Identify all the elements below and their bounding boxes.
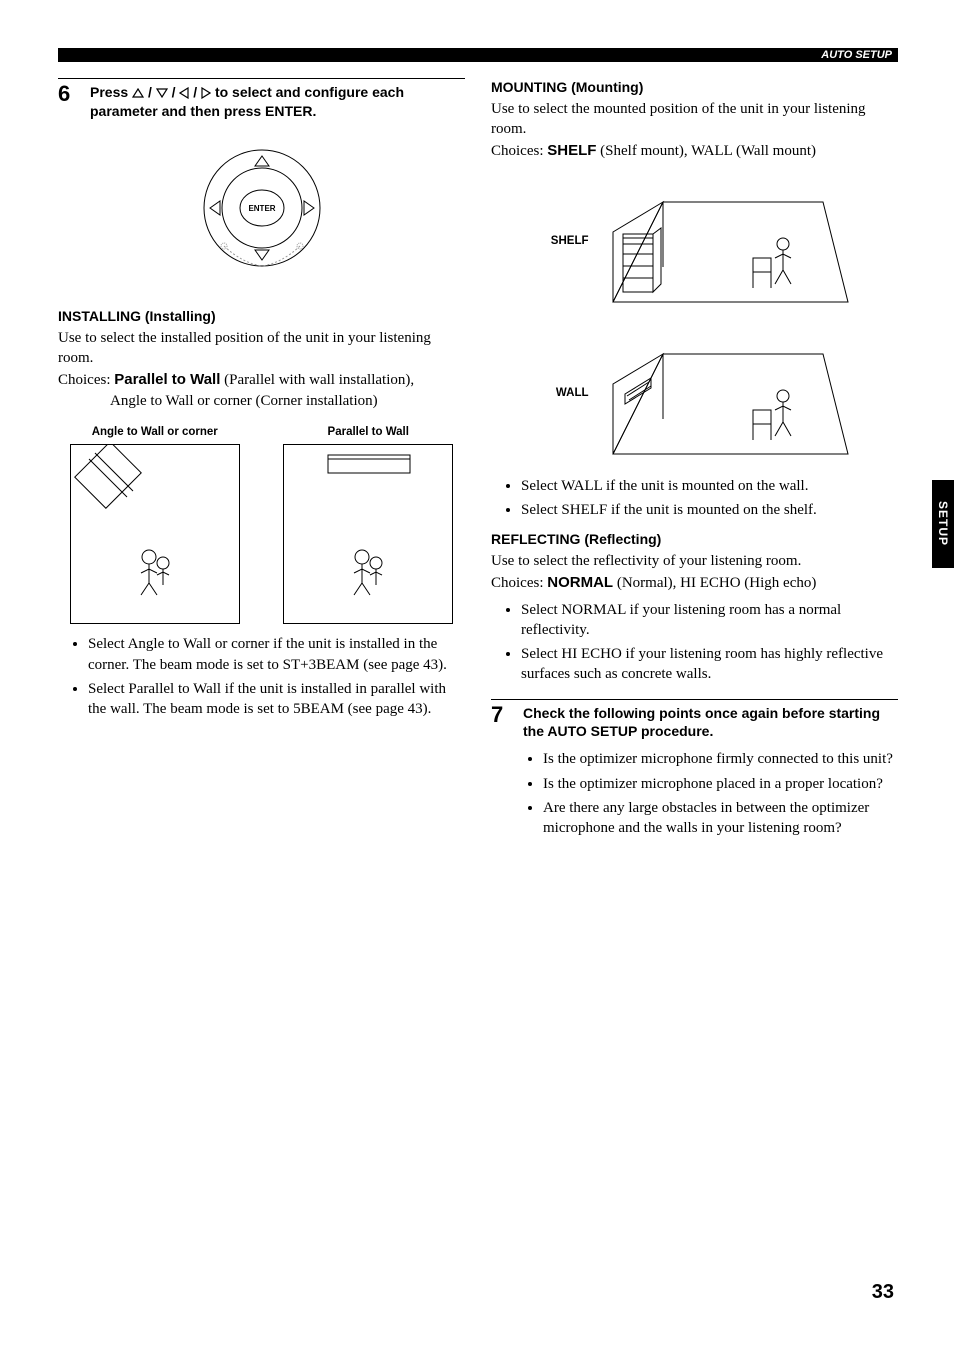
installing-diagrams: Angle to Wall or corner Parallel t (58, 425, 465, 625)
reflecting-choice-bold: NORMAL (547, 574, 613, 591)
step-6-rule (58, 78, 465, 79)
wall-diagram (603, 324, 853, 464)
up-icon (132, 88, 144, 98)
step-7-b3: Are there any large obstacles in between… (543, 798, 898, 839)
step-6-press: Press (90, 84, 128, 100)
header-section-title: AUTO SETUP (821, 48, 892, 62)
direction-icons: / / / (132, 84, 215, 100)
mounting-heading: MOUNTING (Mounting) (491, 78, 898, 97)
installing-choice-rest2: Angle to Wall or corner (Corner installa… (110, 391, 465, 411)
mounting-bullet-1: Select WALL if the unit is mounted on th… (521, 476, 898, 496)
remote-dpad-diagram: ENTER (58, 133, 465, 289)
header-bar (58, 48, 898, 62)
side-tab-setup: SETUP (932, 480, 954, 568)
installing-bullet-1: Select Angle to Wall or corner if the un… (88, 634, 465, 675)
reflecting-bullet-2: Select HI ECHO if your listening room ha… (521, 644, 898, 685)
diagram-angle-caption: Angle to Wall or corner (58, 425, 252, 441)
mounting-choices: Choices: SHELF (Shelf mount), WALL (Wall… (491, 141, 898, 161)
mounting-bullet-2: Select SHELF if the unit is mounted on t… (521, 500, 898, 520)
right-icon (201, 87, 211, 99)
reflecting-desc: Use to select the reflectivity of your l… (491, 551, 898, 571)
wall-label: WALL (537, 386, 589, 402)
reflecting-heading: REFLECTING (Reflecting) (491, 530, 898, 549)
step-6-number: 6 (58, 83, 80, 121)
page-number: 33 (872, 1279, 894, 1306)
step-6: 6 Press / / / to select and configure ea… (58, 83, 465, 121)
diagram-parallel-caption: Parallel to Wall (272, 425, 466, 441)
reflecting-choices: Choices: NORMAL (Normal), HI ECHO (High … (491, 573, 898, 593)
down-icon (156, 88, 168, 98)
step-7-title: Check the following points once again be… (523, 704, 898, 742)
step-6-text: Press / / / to select and configure each… (90, 83, 465, 121)
installing-choice-bold: Parallel to Wall (114, 371, 220, 388)
step-7-rule (491, 699, 898, 700)
shelf-diagram (603, 172, 853, 312)
left-icon (179, 87, 189, 99)
diagram-angle-box (70, 444, 240, 624)
mounting-choice-rest: (Shelf mount), WALL (Wall mount) (596, 143, 816, 159)
step-7-b2: Is the optimizer microphone placed in a … (543, 774, 898, 794)
mounting-bullets: Select WALL if the unit is mounted on th… (491, 476, 898, 521)
step-7-number: 7 (491, 704, 513, 843)
installing-heading: INSTALLING (Installing) (58, 307, 465, 326)
step-7-b1: Is the optimizer microphone firmly conne… (543, 749, 898, 769)
installing-bullets: Select Angle to Wall or corner if the un… (58, 634, 465, 719)
mounting-diagrams: SHELF (491, 172, 898, 464)
mounting-choice-bold: SHELF (547, 142, 596, 159)
diagram-parallel-box (283, 444, 453, 624)
reflecting-choice-rest: (Normal), HI ECHO (High echo) (613, 575, 816, 591)
installing-choices: Choices: Parallel to Wall (Parallel with… (58, 370, 465, 390)
mounting-choices-label: Choices: (491, 143, 547, 159)
step-7: 7 Check the following points once again … (491, 704, 898, 843)
installing-choices-label: Choices: (58, 372, 114, 388)
reflecting-choices-label: Choices: (491, 575, 547, 591)
step-7-list: Is the optimizer microphone firmly conne… (523, 749, 898, 838)
reflecting-bullets: Select NORMAL if your listening room has… (491, 600, 898, 685)
mounting-desc: Use to select the mounted position of th… (491, 99, 898, 140)
reflecting-bullet-1: Select NORMAL if your listening room has… (521, 600, 898, 641)
installing-desc: Use to select the installed position of … (58, 328, 465, 369)
installing-bullet-2: Select Parallel to Wall if the unit is i… (88, 679, 465, 720)
enter-label: ENTER (248, 204, 275, 213)
installing-choice-rest1: (Parallel with wall installation), (220, 372, 414, 388)
shelf-label: SHELF (537, 234, 589, 250)
